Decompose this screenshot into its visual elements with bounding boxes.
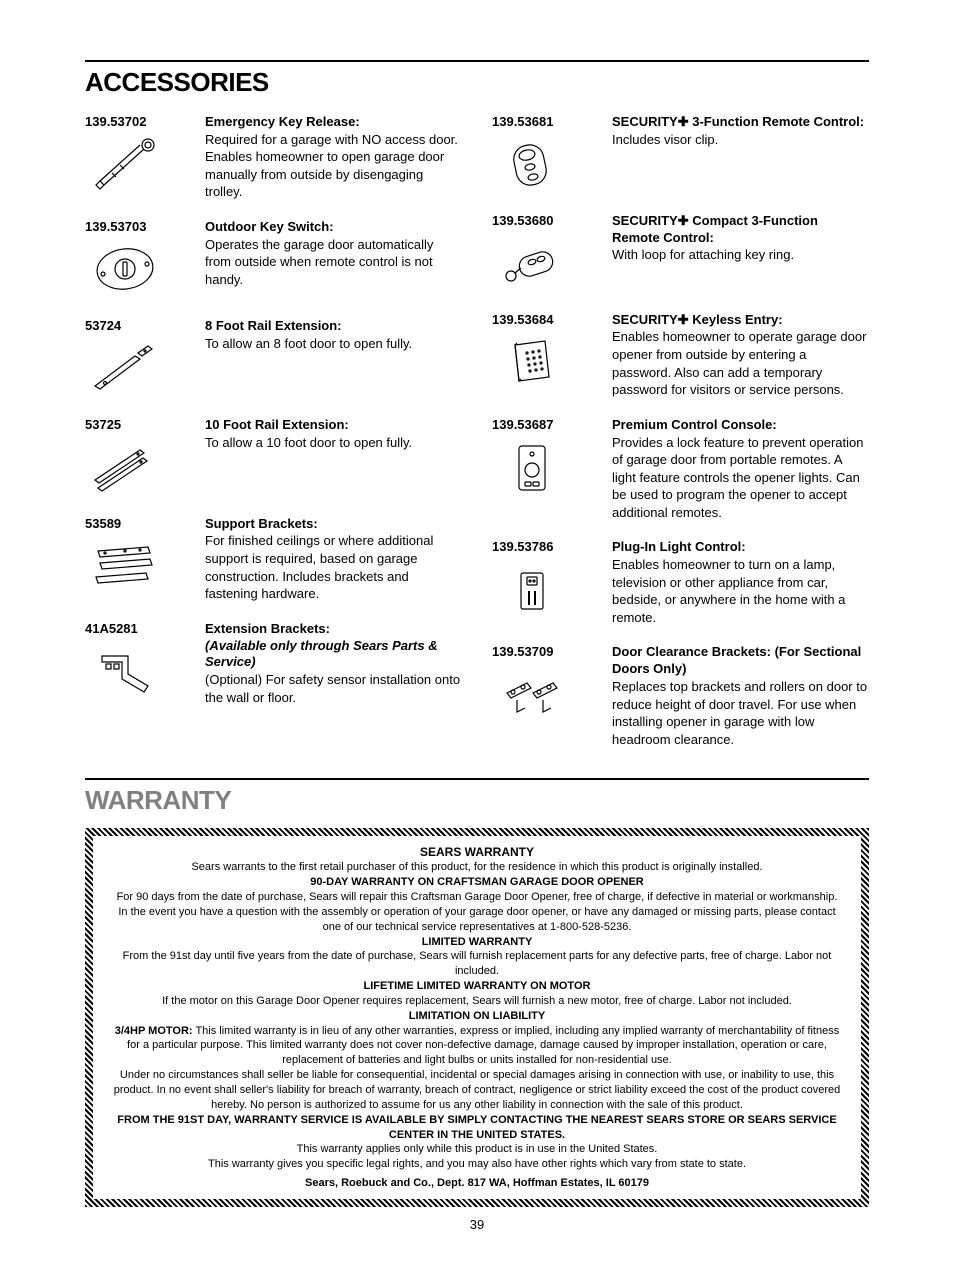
warranty-heading-3: LIMITED WARRANTY [111,935,843,950]
accessory-desc: To allow a 10 foot door to open fully. [205,434,462,452]
accessories-left-col: 139.53702 Emergency Key Release: Require… [85,114,462,767]
part-number: 139.53680 [492,213,602,230]
accessory-desc: (Optional) For safety sensor installatio… [205,671,462,706]
keyless-icon [492,332,572,392]
accessories-heading: ACCESSORIES [85,60,869,100]
warranty-heading-4: LIFETIME LIMITED WARRANTY ON MOTOR [111,979,843,994]
part-number: 139.53702 [85,114,195,131]
accessory-title: Support Brackets: [205,516,462,533]
accessory-desc: Operates the garage door automatically f… [205,236,462,289]
accessory-item: 53725 10 Foot Rail Extension: To allow a… [85,417,462,498]
accessory-desc: Provides a lock feature to prevent opera… [612,434,869,522]
page-number: 39 [85,1217,869,1234]
warranty-text: Under no circumstances shall seller be l… [111,1068,843,1113]
part-number: 139.53687 [492,417,602,434]
accessory-item: 139.53681 SECURITY✚ 3-Function Remote Co… [492,114,869,195]
part-number: 53724 [85,318,195,335]
extension-brackets-icon [85,642,165,702]
support-brackets-icon [85,536,165,596]
accessory-title: Emergency Key Release: [205,114,462,131]
accessory-title: Extension Brackets: [205,621,462,638]
accessory-item: 41A5281 Extension Brackets: (Available o… [85,621,462,707]
warranty-text: 3/4HP MOTOR: This limited warranty is in… [111,1024,843,1069]
part-number: 53725 [85,417,195,434]
warranty-text: This warranty applies only while this pr… [111,1142,843,1157]
key-release-icon [85,135,165,195]
remote-compact-icon [492,234,572,294]
accessory-desc: Enables homeowner to operate garage door… [612,328,869,398]
warranty-text: For 90 days from the date of purchase, S… [111,890,843,935]
warranty-footer: Sears, Roebuck and Co., Dept. 817 WA, Ho… [111,1176,843,1191]
accessory-title: Plug-In Light Control: [612,539,869,556]
warranty-text: Sears warrants to the first retail purch… [111,860,843,875]
accessory-item: 139.53786 Plug-In Light Control: Enables… [492,539,869,626]
accessory-item: 53724 8 Foot Rail Extension: To allow an… [85,318,462,399]
console-icon [492,438,572,498]
accessory-desc: Required for a garage with NO access doo… [205,131,462,201]
remote-3-icon [492,135,572,195]
accessory-desc: For finished ceilings or where additiona… [205,532,462,602]
warranty-heading: WARRANTY [85,778,869,818]
part-number: 139.53786 [492,539,602,556]
accessories-right-col: 139.53681 SECURITY✚ 3-Function Remote Co… [492,114,869,767]
accessory-title: Outdoor Key Switch: [205,219,462,236]
accessory-title: 8 Foot Rail Extension: [205,318,462,335]
accessory-item: 139.53709 Door Clearance Brackets: (For … [492,644,869,748]
part-number: 139.53709 [492,644,602,661]
accessory-item: 139.53687 Premium Control Console: Provi… [492,417,869,522]
warranty-text: If the motor on this Garage Door Opener … [111,994,843,1009]
warranty-box: SEARS WARRANTY Sears warrants to the fir… [85,828,869,1207]
accessory-title: Premium Control Console: [612,417,869,434]
accessory-title: SECURITY✚ Keyless Entry: [612,312,869,329]
accessory-desc: To allow an 8 foot door to open fully. [205,335,462,353]
accessory-title: 10 Foot Rail Extension: [205,417,462,434]
warranty-motor-text: This limited warranty is in lieu of any … [127,1025,839,1067]
warranty-heading-2: 90-DAY WARRANTY ON CRAFTSMAN GARAGE DOOR… [111,875,843,890]
warranty-text: This warranty gives you specific legal r… [111,1157,843,1172]
part-number: 139.53684 [492,312,602,329]
key-switch-icon [85,240,165,300]
part-number: 139.53703 [85,219,195,236]
warranty-text: From the 91st day until five years from … [111,949,843,979]
rail-8-icon [85,339,165,399]
accessory-desc: Enables homeowner to turn on a lamp, tel… [612,556,869,626]
accessory-item: 139.53703 Outdoor Key Switch: Operates t… [85,219,462,300]
accessory-title: SECURITY✚ Compact 3-Function Remote Cont… [612,213,869,247]
accessory-title: SECURITY✚ 3-Function Remote Control: [612,114,869,131]
accessory-item: 53589 Support Brackets: For finished cei… [85,516,462,603]
accessories-grid: 139.53702 Emergency Key Release: Require… [85,114,869,767]
warranty-heading-5: LIMITATION ON LIABILITY [111,1009,843,1024]
accessory-desc: Replaces top brackets and rollers on doo… [612,678,869,748]
warranty-heading-1: SEARS WARRANTY [111,844,843,860]
accessory-desc: With loop for attaching key ring. [612,246,869,264]
accessory-desc: Includes visor clip. [612,131,869,149]
accessory-subtitle: (Available only through Sears Parts & Se… [205,638,462,672]
part-number: 41A5281 [85,621,195,638]
accessory-title: Door Clearance Brackets: (For Sectional … [612,644,869,678]
accessory-item: 139.53702 Emergency Key Release: Require… [85,114,462,201]
warranty-motor-label: 3/4HP MOTOR: [115,1025,193,1037]
rail-10-icon [85,438,165,498]
warranty-heading-6: FROM THE 91ST DAY, WARRANTY SERVICE IS A… [111,1113,843,1143]
light-control-icon [492,560,572,620]
part-number: 139.53681 [492,114,602,131]
accessory-item: 139.53684 SECURITY✚ Keyless Entry: Enabl… [492,312,869,399]
accessory-item: 139.53680 SECURITY✚ Compact 3-Function R… [492,213,869,294]
clearance-brackets-icon [492,665,572,725]
part-number: 53589 [85,516,195,533]
